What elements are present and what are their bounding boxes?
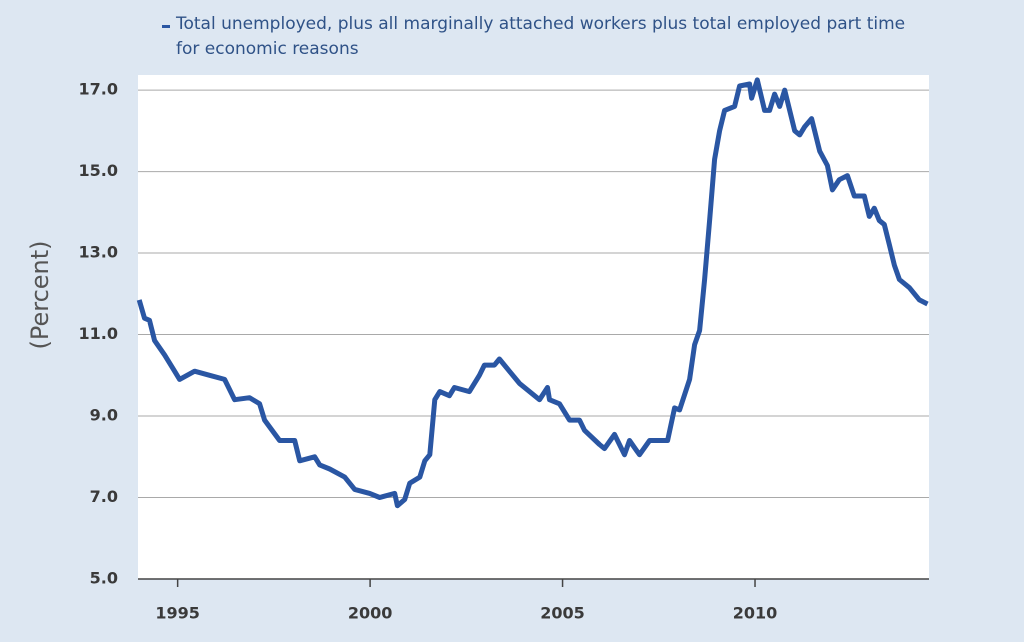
y-axis-label: (Percent): [26, 240, 54, 349]
x-tick-label: 2010: [733, 604, 778, 623]
legend-label: Total unemployed, plus all marginally at…: [176, 14, 906, 59]
legend-swatch: [162, 25, 170, 28]
x-tick-label: 2000: [348, 604, 393, 623]
plot-area: [138, 75, 929, 579]
legend: Total unemployed, plus all marginally at…: [162, 12, 922, 62]
x-tick-label: 1995: [155, 604, 200, 623]
y-tick-label: 17.0: [79, 80, 118, 99]
y-tick-label: 7.0: [90, 487, 118, 506]
data-line: [136, 77, 929, 509]
y-tick-label: 15.0: [79, 161, 118, 180]
y-tick-label: 9.0: [90, 406, 118, 425]
y-tick-label: 11.0: [79, 324, 118, 343]
y-tick-label: 13.0: [79, 243, 118, 262]
y-tick-label: 5.0: [90, 569, 118, 588]
x-tick-label: 2005: [540, 604, 585, 623]
